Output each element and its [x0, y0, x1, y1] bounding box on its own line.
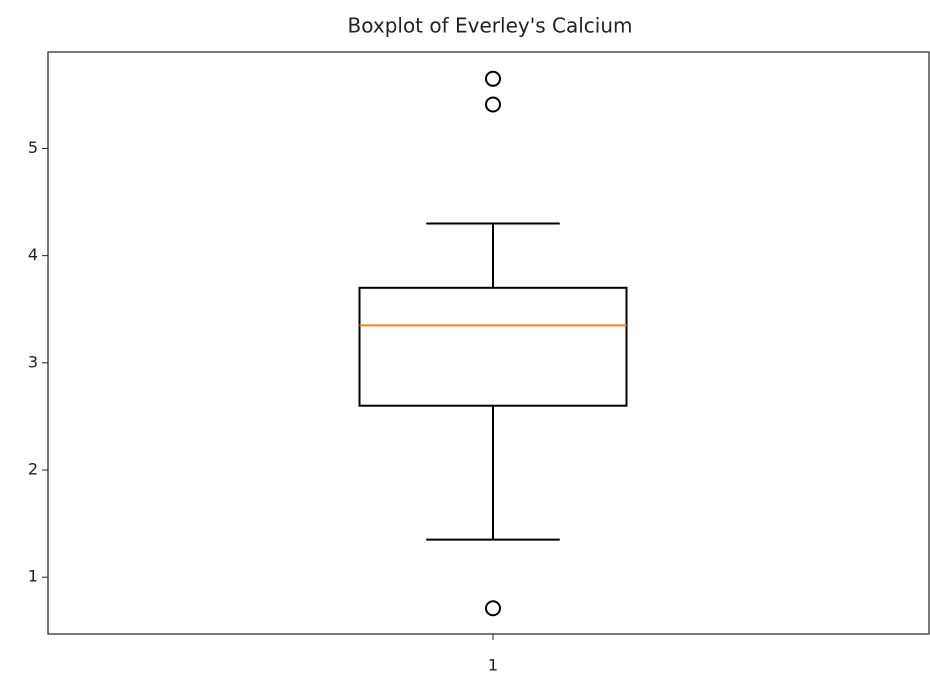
y-tick-label: 1	[28, 567, 38, 586]
outlier	[485, 70, 501, 87]
y-tick-label: 2	[28, 460, 38, 479]
chart-title: Boxplot of Everley's Calcium	[348, 14, 633, 38]
outlier	[485, 96, 501, 113]
outlier	[485, 600, 501, 617]
x-tick-label: 1	[488, 656, 498, 675]
y-tick-label: 5	[28, 138, 38, 157]
plot-frame	[47, 51, 930, 635]
box	[358, 286, 628, 407]
y-tick-label: 4	[28, 245, 38, 264]
y-tick-label: 3	[28, 352, 38, 371]
